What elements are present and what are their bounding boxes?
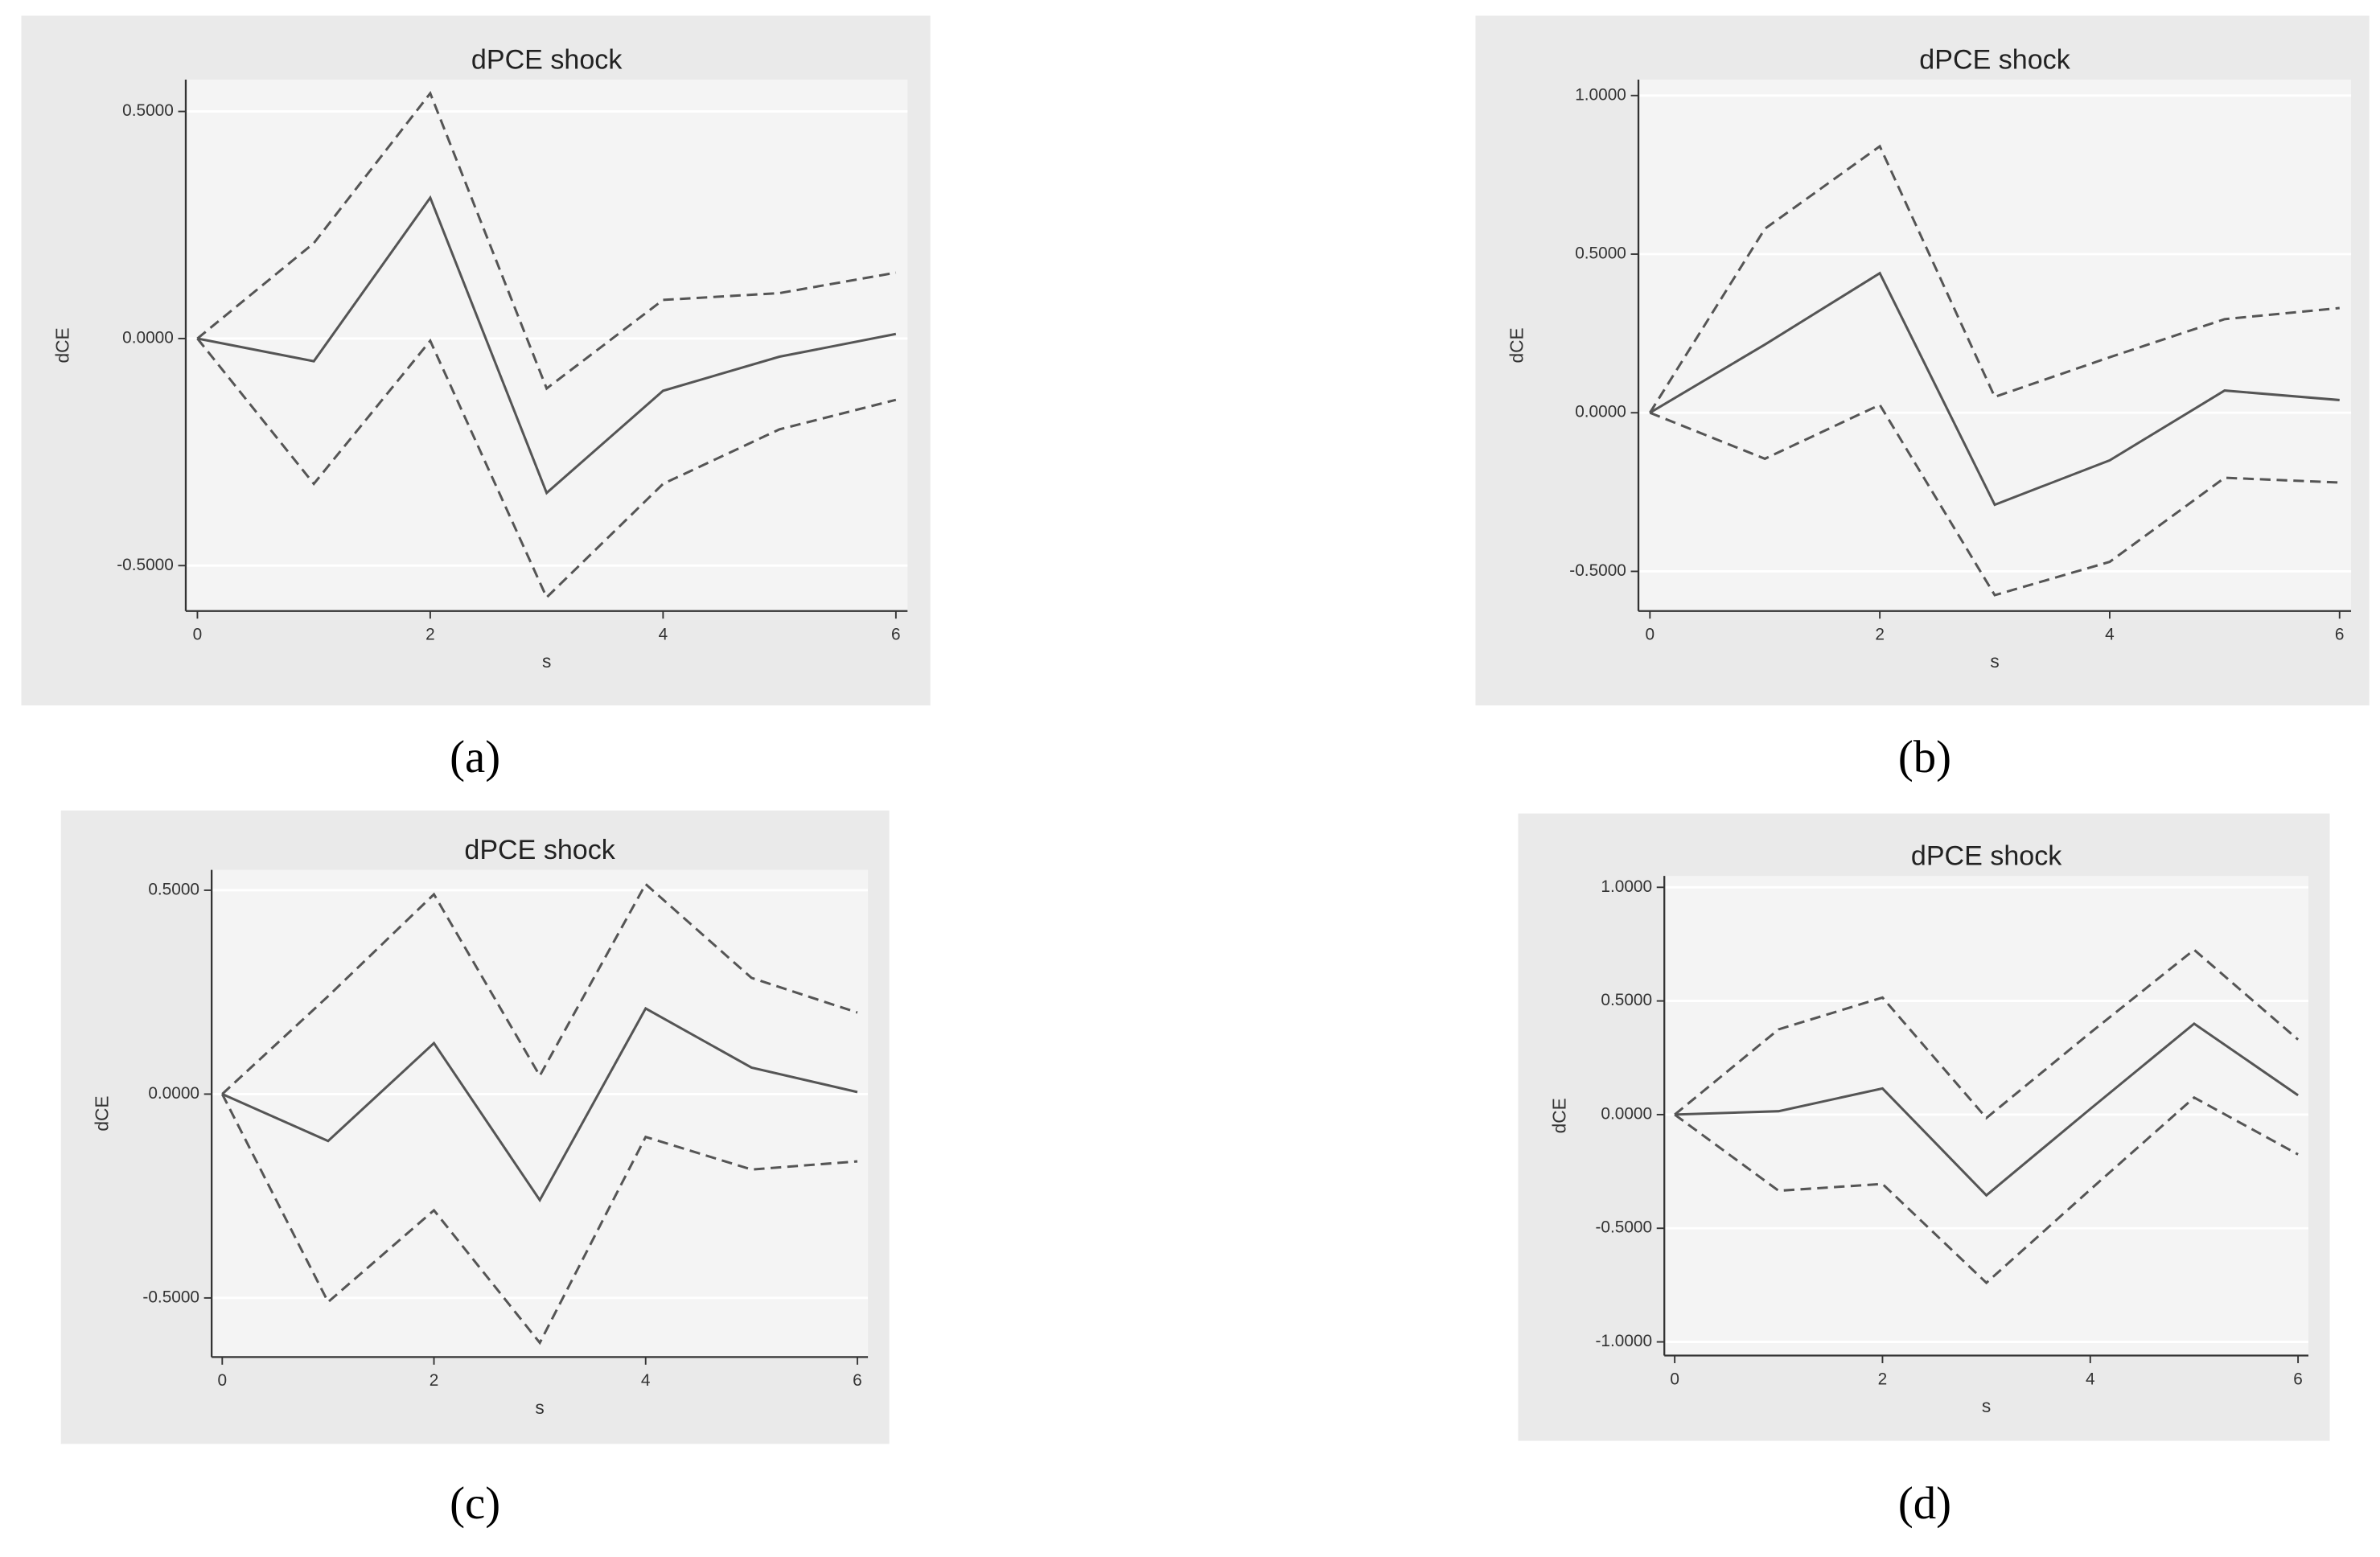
x-tick-label: 0	[1646, 626, 1655, 644]
series-line	[197, 195, 897, 495]
series-line	[1675, 1021, 2299, 1198]
series-line	[1674, 1095, 2299, 1285]
x-tick-label: 4	[2086, 1370, 2095, 1388]
x-tick-label: 4	[2105, 626, 2115, 644]
caption: (c)	[450, 1478, 500, 1529]
series-line	[1674, 948, 2300, 1120]
x-axis-label: s	[535, 1397, 544, 1418]
caption: (b)	[1898, 732, 1951, 783]
y-tick-label: -0.5000	[142, 1288, 199, 1306]
series-line	[1649, 271, 2340, 507]
y-tick-label: 0.5000	[1575, 244, 1626, 262]
x-tick-label: 4	[641, 1371, 651, 1390]
y-tick-label: 0.0000	[1601, 1104, 1652, 1123]
y-tick-label: 0.5000	[122, 101, 174, 120]
series-line	[1649, 403, 2340, 597]
y-tick-label: -0.5000	[117, 556, 174, 574]
y-tick-label: -0.5000	[1595, 1218, 1652, 1237]
x-axis-label: s	[1982, 1395, 1991, 1416]
chart-title: dPCE shock	[464, 835, 615, 865]
y-axis-label: dCE	[1548, 1098, 1569, 1133]
y-tick-label: 1.0000	[1601, 877, 1652, 896]
chart-title: dPCE shock	[1911, 840, 2062, 871]
x-tick-label: 6	[891, 626, 901, 644]
plot-area	[1638, 80, 2352, 611]
y-tick-label: -1.0000	[1595, 1332, 1652, 1350]
chart-title: dPCE shock	[1919, 44, 2070, 75]
series-line	[221, 881, 858, 1095]
y-tick-label: 0.0000	[122, 328, 174, 347]
plot-area	[185, 80, 908, 611]
x-tick-label: 6	[2293, 1370, 2303, 1388]
x-tick-label: 6	[2335, 626, 2345, 644]
series-line	[196, 337, 897, 600]
series-line	[1649, 144, 2340, 414]
x-tick-label: 0	[218, 1371, 228, 1390]
x-tick-label: 6	[853, 1371, 862, 1390]
series-line	[220, 1093, 858, 1345]
x-tick-label: 0	[193, 626, 203, 644]
chart-title: dPCE shock	[471, 44, 623, 75]
plot-area	[212, 869, 869, 1358]
y-tick-label: 0.0000	[1575, 403, 1626, 421]
caption: (d)	[1898, 1478, 1951, 1529]
x-tick-label: 2	[425, 626, 435, 644]
y-tick-label: -0.5000	[1569, 561, 1626, 580]
y-axis-label: dCE	[92, 1095, 113, 1131]
x-tick-label: 0	[1670, 1370, 1679, 1388]
y-axis-label: dCE	[1506, 327, 1527, 363]
x-tick-label: 2	[1878, 1370, 1888, 1388]
y-tick-label: 0.5000	[148, 880, 199, 898]
x-axis-label: s	[1990, 651, 1999, 672]
y-tick-label: 0.0000	[148, 1084, 199, 1103]
x-tick-label: 2	[1875, 626, 1885, 644]
x-axis-label: s	[542, 651, 551, 672]
y-axis-label: dCE	[52, 327, 73, 363]
series-line	[221, 1006, 858, 1203]
caption: (a)	[450, 732, 500, 783]
y-tick-label: 1.0000	[1575, 85, 1626, 104]
y-tick-label: 0.5000	[1601, 991, 1652, 1009]
x-tick-label: 4	[659, 626, 668, 644]
series-line	[196, 90, 897, 391]
x-tick-label: 2	[430, 1371, 439, 1390]
